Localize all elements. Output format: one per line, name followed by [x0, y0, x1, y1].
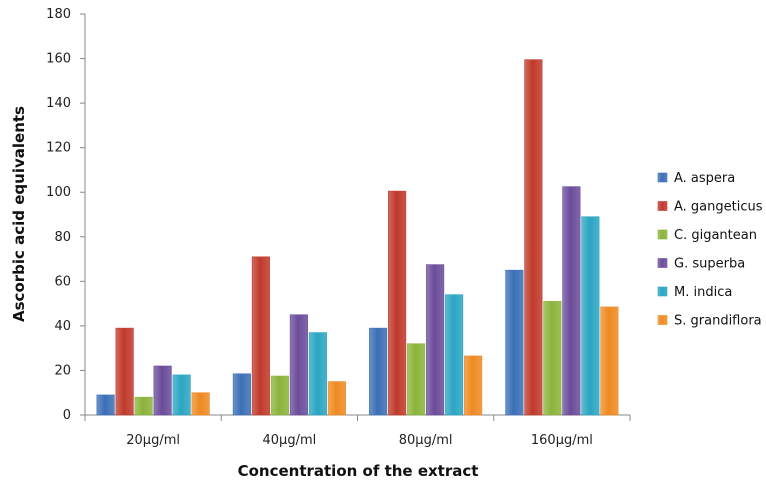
- y-tick-label: 20: [54, 363, 71, 378]
- y-tick-label: 40: [54, 319, 71, 334]
- bar: [524, 59, 543, 416]
- bar: [464, 355, 483, 416]
- legend-label: A. gangeticus: [674, 200, 763, 215]
- y-tick-label: 120: [46, 141, 71, 156]
- legend-label: G. superba: [674, 257, 745, 272]
- bar: [388, 190, 407, 416]
- legend-swatch: [657, 286, 668, 297]
- bar: [562, 186, 581, 416]
- x-tick-label: 160µg/ml: [531, 433, 593, 448]
- x-tick-label: 20µg/ml: [126, 433, 180, 448]
- bar: [153, 365, 172, 416]
- y-tick-label: 0: [63, 408, 71, 423]
- bar: [581, 216, 600, 416]
- legend-swatch: [657, 229, 668, 240]
- bar: [191, 392, 210, 416]
- bar: [96, 394, 115, 416]
- y-axis: 0 20 40 60 80 100 120 140 160 180: [46, 7, 86, 423]
- bar: [327, 381, 346, 416]
- bar: [251, 256, 270, 416]
- bar: [172, 374, 191, 416]
- bar: [270, 375, 289, 416]
- bar: [543, 301, 562, 416]
- bar: [426, 264, 445, 416]
- y-tick-label: 100: [46, 185, 71, 200]
- bar: [134, 396, 153, 416]
- legend-swatch: [657, 201, 668, 211]
- y-tick-label: 180: [46, 7, 71, 22]
- legend-swatch: [657, 172, 668, 183]
- legend: A. aspera A. gangeticus C. gigantean G. sup…: [657, 171, 763, 329]
- x-tick-label: 80µg/ml: [399, 433, 453, 448]
- bars: [96, 59, 619, 416]
- y-tick-label: 140: [46, 96, 71, 111]
- y-tick-label: 80: [54, 230, 71, 245]
- bar: [232, 373, 251, 416]
- x-axis: 20µg/ml 40µg/ml 80µg/ml 160µg/ml: [84, 414, 631, 448]
- bar: [407, 343, 426, 416]
- bar: [445, 294, 464, 416]
- bar: [369, 327, 388, 416]
- legend-label: C. gigantean: [674, 228, 757, 243]
- legend-label: M. indica: [674, 285, 732, 300]
- x-axis-title: Concentration of the extract: [238, 462, 479, 480]
- y-axis-title: Ascorbic acid equivalents: [10, 106, 28, 322]
- y-tick-label: 160: [46, 52, 71, 67]
- bar: [600, 306, 619, 416]
- bar: [308, 332, 327, 416]
- bar: [505, 269, 524, 416]
- bar: [115, 327, 134, 416]
- legend-swatch: [657, 258, 668, 268]
- x-tick-label: 40µg/ml: [263, 433, 317, 448]
- legend-label: A. aspera: [674, 171, 735, 186]
- legend-label: S. grandiflora: [674, 314, 762, 329]
- bar: [289, 314, 308, 416]
- legend-swatch: [657, 315, 668, 325]
- y-tick-label: 60: [54, 274, 71, 289]
